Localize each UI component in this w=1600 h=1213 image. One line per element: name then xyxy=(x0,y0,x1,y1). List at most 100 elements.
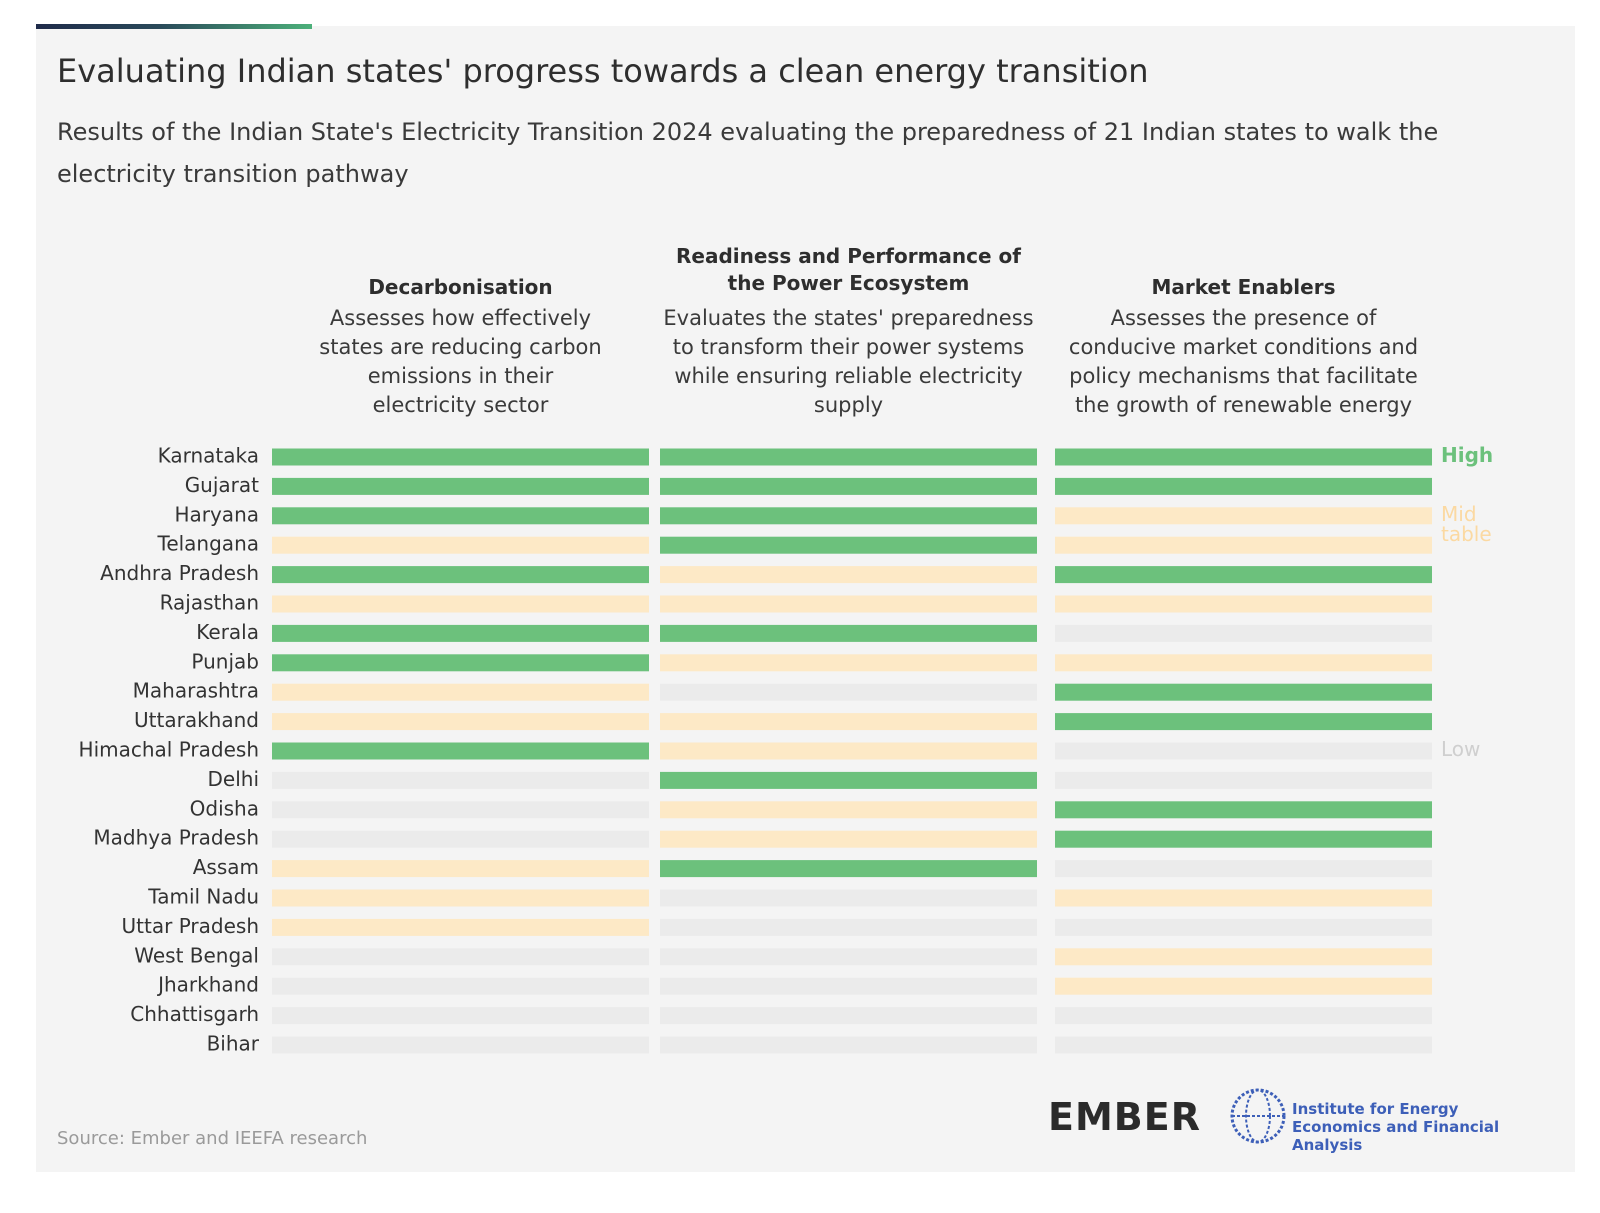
rating-bar xyxy=(660,683,1037,701)
rating-bar xyxy=(660,977,1037,995)
rating-bar xyxy=(272,918,649,936)
rating-bar xyxy=(272,683,649,701)
rating-bar xyxy=(660,948,1037,966)
rating-bar xyxy=(1055,624,1432,642)
rating-bar xyxy=(272,507,649,525)
column-title: Decarbonisation xyxy=(368,275,553,299)
state-label: Chhattisgarh xyxy=(130,1002,259,1026)
rating-bar xyxy=(1055,801,1432,819)
rating-bar xyxy=(1055,595,1432,613)
rating-bar xyxy=(272,889,649,907)
state-label: Haryana xyxy=(174,502,259,526)
state-label: West Bengal xyxy=(134,943,259,967)
column-title: Readiness and Performance of the Power E… xyxy=(675,244,1021,295)
rating-bar xyxy=(272,536,649,554)
rating-bar xyxy=(1055,683,1432,701)
column-description: Assesses the presence of conducive marke… xyxy=(1068,306,1419,417)
rating-bar xyxy=(1055,742,1432,760)
state-label: Jharkhand xyxy=(156,973,259,997)
rating-bar xyxy=(272,566,649,584)
rating-bar xyxy=(272,595,649,613)
legend-label: Mid table xyxy=(1441,501,1492,546)
column-title: Market Enablers xyxy=(1151,275,1336,299)
rating-bar xyxy=(660,507,1037,525)
state-label: Delhi xyxy=(208,767,260,791)
rating-bar xyxy=(1055,477,1432,495)
rating-bar xyxy=(272,1007,649,1025)
rating-bar xyxy=(660,860,1037,878)
state-label: Karnataka xyxy=(158,444,259,468)
rating-bar xyxy=(272,654,649,672)
rating-bar xyxy=(1055,1007,1432,1025)
rating-bar xyxy=(272,830,649,848)
legend-label: High xyxy=(1441,443,1494,467)
rating-bar xyxy=(1055,507,1432,525)
rating-bar xyxy=(1055,713,1432,731)
rating-bar xyxy=(272,448,649,466)
rating-bar xyxy=(660,771,1037,789)
rating-bar xyxy=(272,713,649,731)
state-label: Assam xyxy=(193,855,259,879)
rating-bar xyxy=(272,801,649,819)
state-label: Uttar Pradesh xyxy=(122,914,259,938)
rating-bar xyxy=(1055,860,1432,878)
rating-bar xyxy=(1055,536,1432,554)
state-label: Uttarakhand xyxy=(134,708,259,732)
title: Evaluating Indian states' progress towar… xyxy=(57,52,1149,90)
column-description: Assesses how effectively states are redu… xyxy=(319,306,602,417)
state-label: Telangana xyxy=(157,532,260,556)
rating-bar xyxy=(660,595,1037,613)
state-label: Himachal Pradesh xyxy=(79,738,259,762)
rating-bar xyxy=(660,654,1037,672)
rating-bar xyxy=(660,448,1037,466)
state-label: Punjab xyxy=(191,649,259,673)
rating-bar xyxy=(660,918,1037,936)
rating-bar xyxy=(1055,566,1432,584)
legend-label: Low xyxy=(1441,737,1481,761)
rating-bar xyxy=(272,860,649,878)
state-label: Rajasthan xyxy=(160,591,259,615)
rating-bar xyxy=(1055,830,1432,848)
rating-bar xyxy=(272,742,649,760)
rating-bar xyxy=(1055,771,1432,789)
rating-bar xyxy=(272,977,649,995)
rating-bar xyxy=(660,477,1037,495)
rating-bar xyxy=(660,624,1037,642)
rating-bar xyxy=(272,477,649,495)
rating-bar xyxy=(1055,654,1432,672)
rating-bar xyxy=(660,713,1037,731)
rating-bar xyxy=(660,1036,1037,1054)
state-label: Andhra Pradesh xyxy=(100,561,259,585)
rating-bar xyxy=(272,771,649,789)
state-label: Madhya Pradesh xyxy=(93,826,259,850)
rating-bar xyxy=(1055,889,1432,907)
state-label: Odisha xyxy=(190,796,259,820)
rating-bar xyxy=(1055,948,1432,966)
state-label: Bihar xyxy=(207,1032,260,1056)
rating-bar xyxy=(1055,918,1432,936)
rating-bar xyxy=(272,1036,649,1054)
accent-bar xyxy=(36,24,312,29)
column-description: Evaluates the states' preparedness to tr… xyxy=(663,306,1034,417)
state-label: Maharashtra xyxy=(133,679,259,703)
rating-bar xyxy=(660,801,1037,819)
state-label: Gujarat xyxy=(185,473,259,497)
rating-bar xyxy=(660,1007,1037,1025)
state-label: Kerala xyxy=(196,620,259,644)
rating-bar xyxy=(660,536,1037,554)
rating-bar xyxy=(1055,977,1432,995)
rating-bar xyxy=(1055,448,1432,466)
rating-bar xyxy=(660,889,1037,907)
ieefa-logo: Institute for Energy Economics and Finan… xyxy=(1292,1100,1500,1154)
subtitle: Results of the Indian State's Electricit… xyxy=(57,118,1439,188)
source: Source: Ember and IEEFA research xyxy=(57,1128,368,1149)
ember-logo: EMBER xyxy=(1048,1095,1201,1139)
rating-bar xyxy=(660,742,1037,760)
state-label: Tamil Nadu xyxy=(147,885,259,909)
rating-bar xyxy=(1055,1036,1432,1054)
rating-bar xyxy=(660,830,1037,848)
rating-bar xyxy=(272,624,649,642)
rating-bar xyxy=(272,948,649,966)
